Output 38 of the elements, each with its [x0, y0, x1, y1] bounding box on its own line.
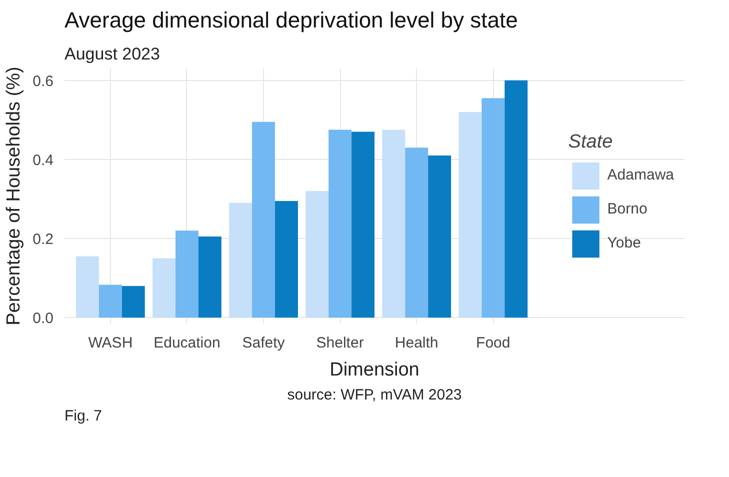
x-axis-title: Dimension	[330, 360, 420, 380]
x-tick-label: Safety	[242, 334, 286, 352]
bar	[482, 98, 505, 318]
bar	[352, 132, 374, 318]
legend-label: Borno	[607, 200, 648, 218]
x-tick-label: Health	[394, 334, 438, 352]
bar	[175, 230, 198, 318]
source-note: source: WFP, mVAM 2023	[287, 386, 462, 404]
legend-label: Adamawa	[607, 166, 674, 184]
y-tick-label: 0.2	[32, 231, 54, 248]
x-tick-label: Food	[476, 334, 510, 352]
bar	[428, 155, 452, 318]
x-tick-label: Education	[154, 334, 220, 352]
legend-label: Yobe	[607, 234, 641, 252]
chart-subtitle: August 2023	[64, 44, 160, 64]
bar	[122, 286, 145, 318]
bar	[152, 258, 176, 318]
bar	[229, 202, 252, 318]
bar	[382, 130, 406, 318]
bar	[504, 80, 528, 318]
bar	[405, 148, 428, 318]
bar	[458, 112, 482, 318]
y-tick-label: 0.6	[32, 72, 54, 90]
bar	[76, 256, 99, 318]
bar	[198, 236, 222, 318]
bar	[274, 200, 298, 318]
bar	[98, 284, 122, 318]
y-tick-label: 0.0	[32, 310, 54, 328]
x-tick-label: WASH	[88, 334, 133, 352]
bar	[328, 130, 352, 318]
y-axis-title: Percentage of Households (%)	[4, 66, 25, 326]
y-tick-label: 0.4	[32, 152, 54, 169]
caption: Fig. 7	[64, 408, 102, 424]
legend-title: State	[568, 131, 614, 153]
bar	[306, 191, 329, 318]
chart-title: Average dimensional deprivation level by state	[64, 8, 518, 32]
bar	[252, 122, 275, 318]
x-tick-label: Shelter	[316, 334, 364, 352]
